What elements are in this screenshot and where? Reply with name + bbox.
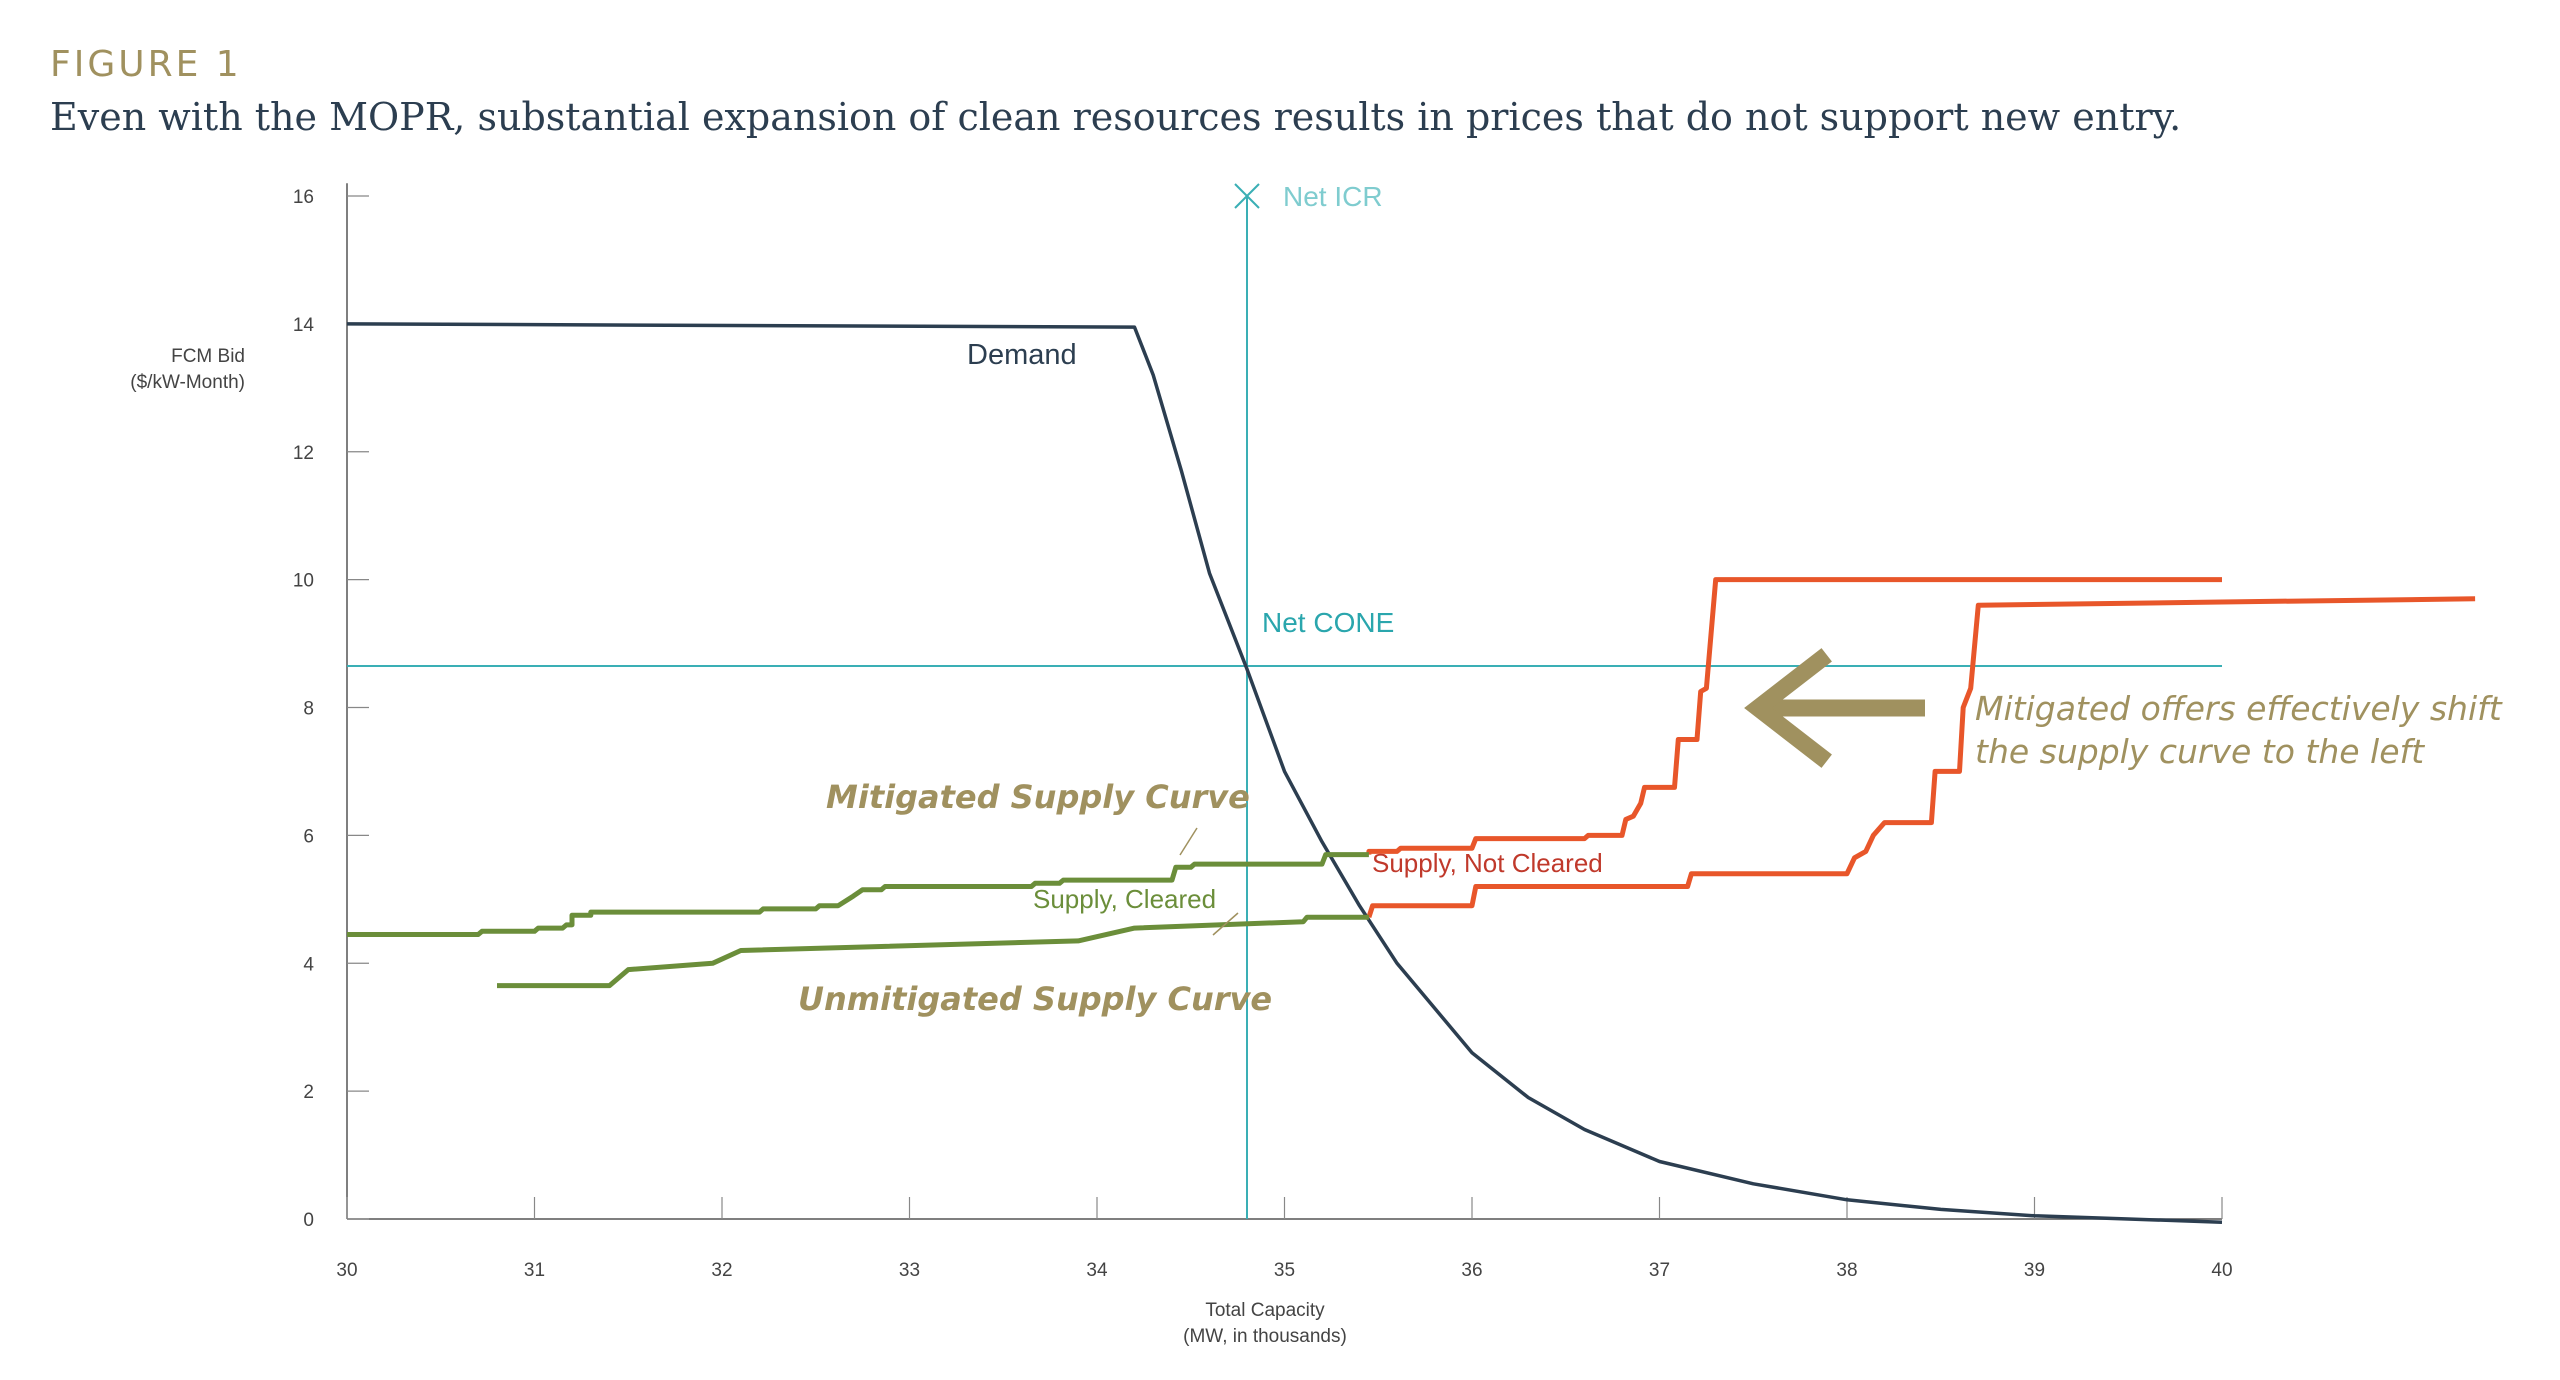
y-tick-label: 4: [303, 954, 314, 975]
supply-cleared-label: Supply, Cleared: [1033, 884, 1216, 914]
demand-curve: [346, 322, 2223, 1224]
net-icr-label: Net ICR: [1283, 181, 1383, 212]
unmitigated-leader-line: [1212, 912, 1239, 936]
unmitigated-supply-cleared: [497, 914, 1369, 989]
axes: 0 2 4 6 8 10 12 14 16 30 31 32 33 34 35 36 37 38 39 40: [293, 183, 2233, 1281]
x-axis-units: (MW, in thousands): [1183, 1326, 1347, 1347]
mitigated-supply-not-cleared: [1366, 577, 2222, 855]
mitigated-supply-cleared: [347, 852, 1369, 937]
x-tick-label: 33: [899, 1260, 920, 1281]
y-tick-label: 6: [303, 826, 314, 847]
y-axis-label: FCM Bid: [171, 346, 245, 367]
x-tick-label: 30: [336, 1260, 357, 1281]
x-tick-label: 40: [2211, 1260, 2232, 1281]
mitigated-leader-line: [1179, 827, 1198, 856]
net-icr-marker-icon: [1234, 183, 1260, 209]
net-cone-label: Net CONE: [1262, 607, 1394, 638]
chart-labels: FCM Bid ($/kW-Month) Total Capacity (MW,…: [130, 181, 2502, 1347]
supply-not-cleared-label: Supply, Not Cleared: [1372, 848, 1603, 878]
unmitigated-supply-label: Unmitigated Supply Curve: [798, 980, 1272, 1018]
x-tick-label: 39: [2024, 1260, 2045, 1281]
unmitigated-supply-not-cleared: [1366, 596, 2476, 918]
y-tick-label: 8: [303, 699, 314, 720]
y-tick-label: 2: [303, 1082, 314, 1103]
figure-label: FIGURE 1: [50, 44, 242, 85]
reference-lines: [347, 183, 2222, 1219]
x-tick-label: 31: [524, 1260, 545, 1281]
y-tick-label: 10: [293, 571, 314, 592]
y-tick-label: 0: [303, 1210, 314, 1231]
mitigated-supply-label: Mitigated Supply Curve: [826, 778, 1250, 816]
shift-annotation-line2: the supply curve to the left: [1975, 732, 2425, 771]
figure-title: Even with the MOPR, substantial expansio…: [50, 95, 2182, 139]
x-tick-label: 34: [1086, 1260, 1108, 1281]
x-tick-label: 38: [1836, 1260, 1857, 1281]
y-axis-units: ($/kW-Month): [130, 372, 245, 393]
y-tick-label: 16: [293, 187, 314, 208]
series-group: [346, 322, 2476, 1224]
x-tick-label: 35: [1274, 1260, 1295, 1281]
demand-label: Demand: [967, 339, 1077, 371]
x-tick-label: 32: [711, 1260, 732, 1281]
x-tick-label: 36: [1461, 1260, 1482, 1281]
x-tick-label: 37: [1649, 1260, 1670, 1281]
y-tick-label: 12: [293, 443, 314, 464]
shift-left-arrow-icon: [1744, 648, 1925, 768]
y-tick-label: 14: [293, 315, 315, 336]
shift-annotation-line1: Mitigated offers effectively shift: [1975, 689, 2503, 728]
x-axis-label: Total Capacity: [1205, 1300, 1325, 1321]
